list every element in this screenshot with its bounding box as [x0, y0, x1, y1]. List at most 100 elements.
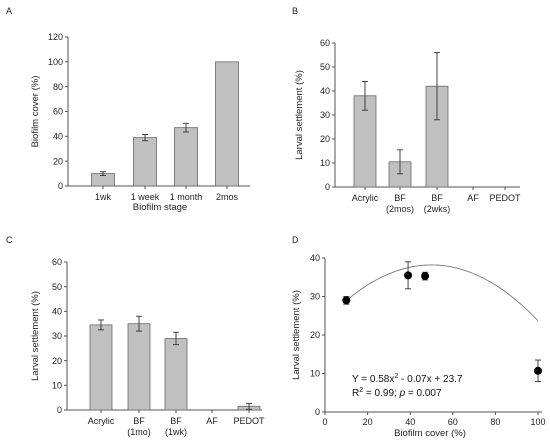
x-tick-label: 100 [530, 417, 545, 427]
p-symbol: p [399, 388, 406, 399]
eq-suffix: - 0.07x + 23.7 [398, 374, 463, 385]
r-suffix: = 0.99; [363, 388, 399, 399]
y-tick-label: 30 [320, 110, 330, 120]
bar [133, 137, 157, 187]
x-tick-label-line: 2mos [216, 192, 239, 202]
y-axis-label: Larval settlement (%) [291, 290, 302, 380]
x-tick-label: Acrylic [352, 193, 379, 203]
panel-letter-c: C [6, 235, 13, 245]
x-tick-label-line: (1mo) [127, 427, 151, 437]
y-tick-label: 30 [310, 292, 320, 302]
x-tick-label-line: BF [431, 193, 443, 203]
x-tick-label: 1wk [95, 192, 112, 202]
bar [164, 338, 188, 411]
y-tick-label: 20 [320, 134, 330, 144]
data-point [342, 296, 351, 305]
x-axis-label: Biofilm stage [133, 202, 187, 213]
x-tick-label: Acrylic [88, 416, 115, 426]
x-tick-label-line: Acrylic [352, 193, 379, 203]
data-point [421, 272, 430, 281]
x-tick-label: 1 week [131, 192, 160, 202]
y-tick-label: 0 [325, 182, 330, 192]
panel-letter-d: D [292, 235, 299, 245]
x-tick-label: 40 [405, 417, 415, 427]
x-tick-label-line: 1 week [131, 192, 160, 202]
y-tick-label: 80 [53, 82, 63, 92]
y-tick-label: 0 [315, 407, 320, 417]
y-axis-label: Biofilm cover (%) [30, 76, 41, 148]
y-tick-label: 30 [52, 331, 62, 341]
y-tick-label: 50 [320, 62, 330, 72]
fit-statistics: R2 = 0.99; p = 0.007 [352, 387, 442, 399]
y-tick-label: 50 [52, 282, 62, 292]
data-point [404, 271, 413, 280]
y-tick-label: 20 [53, 156, 63, 166]
x-tick-label-line: 1 month [170, 192, 203, 202]
x-tick-label-line: (2wks) [424, 204, 451, 214]
x-tick-label-line: 1wk [95, 192, 112, 202]
fit-curve [346, 264, 539, 322]
y-tick-label: 0 [58, 181, 63, 191]
eq-prefix: Y = 0.58x [352, 374, 394, 385]
y-tick-label: 10 [52, 381, 62, 391]
x-tick-label: 80 [490, 417, 500, 427]
y-tick-label: 120 [48, 32, 63, 42]
x-tick-label-line: AF [467, 193, 479, 203]
y-tick-label: 60 [320, 38, 330, 48]
y-tick-label: 0 [57, 405, 62, 415]
y-tick-label: 100 [48, 57, 63, 67]
y-tick-label: 60 [52, 257, 62, 267]
x-tick-label-line: PEDOT [233, 416, 265, 426]
x-tick-label: PEDOT [233, 416, 265, 426]
x-tick-label: 2mos [216, 192, 239, 202]
x-tick-label-line: BF [170, 416, 182, 426]
r-prefix: R [352, 388, 359, 399]
x-tick-label: 60 [448, 417, 458, 427]
y-tick-label: 20 [52, 356, 62, 366]
y-tick-label: 60 [53, 107, 63, 117]
x-tick-label: PEDOT [489, 193, 521, 203]
fit-equation: Y = 0.58x2 - 0.07x + 23.7 [352, 373, 463, 385]
x-tick-label: BF (2wks) [424, 193, 451, 214]
x-tick-label: AF [206, 416, 218, 426]
x-tick-label-line: PEDOT [489, 193, 521, 203]
x-tick-label-line: Acrylic [88, 416, 115, 426]
x-tick-label: 1 month [170, 192, 203, 202]
x-tick-label-line: (1wk) [165, 427, 187, 437]
data-point [534, 366, 542, 375]
r-superscript: 2 [359, 387, 363, 394]
y-axis-label: Larval settlement (%) [294, 70, 305, 160]
y-tick-label: 40 [52, 307, 62, 317]
x-tick-label-line: (2mos) [386, 204, 414, 214]
y-tick-label: 40 [320, 86, 330, 96]
x-tick-label: 20 [363, 417, 373, 427]
panel-letter-a: A [6, 6, 12, 16]
y-tick-label: 10 [310, 369, 320, 379]
x-axis-label: Biofilm cover (%) [394, 428, 466, 439]
x-tick-label: 0 [322, 417, 327, 427]
panel-a: A 0 20 40 60 80 100 120 1wk 1 week 1 month 2mos Biof… [6, 6, 250, 213]
y-tick-label: 20 [310, 330, 320, 340]
x-tick-label-line: AF [206, 416, 218, 426]
y-tick-label: 10 [320, 158, 330, 168]
y-axis-label: Larval settlement (%) [30, 291, 41, 381]
eq-superscript: 2 [394, 373, 398, 380]
y-tick-label: 40 [310, 253, 320, 263]
x-tick-label-line: BF [133, 416, 145, 426]
bar [215, 61, 239, 187]
x-tick-label-line: BF [394, 193, 406, 203]
panel-d: D 0 10 20 30 40 0 20 40 60 80 100 Larval settlement … [291, 235, 546, 439]
panel-letter-b: B [292, 6, 298, 16]
x-tick-label: BF (1wk) [165, 416, 187, 437]
x-tick-label: AF [467, 193, 479, 203]
p-suffix: = 0.007 [405, 388, 442, 399]
bar [127, 323, 151, 411]
x-tick-label: BF (1mo) [127, 416, 151, 437]
bar [174, 127, 198, 187]
y-tick-label: 40 [53, 132, 63, 142]
x-tick-label: BF (2mos) [386, 193, 414, 214]
bar [89, 324, 113, 411]
